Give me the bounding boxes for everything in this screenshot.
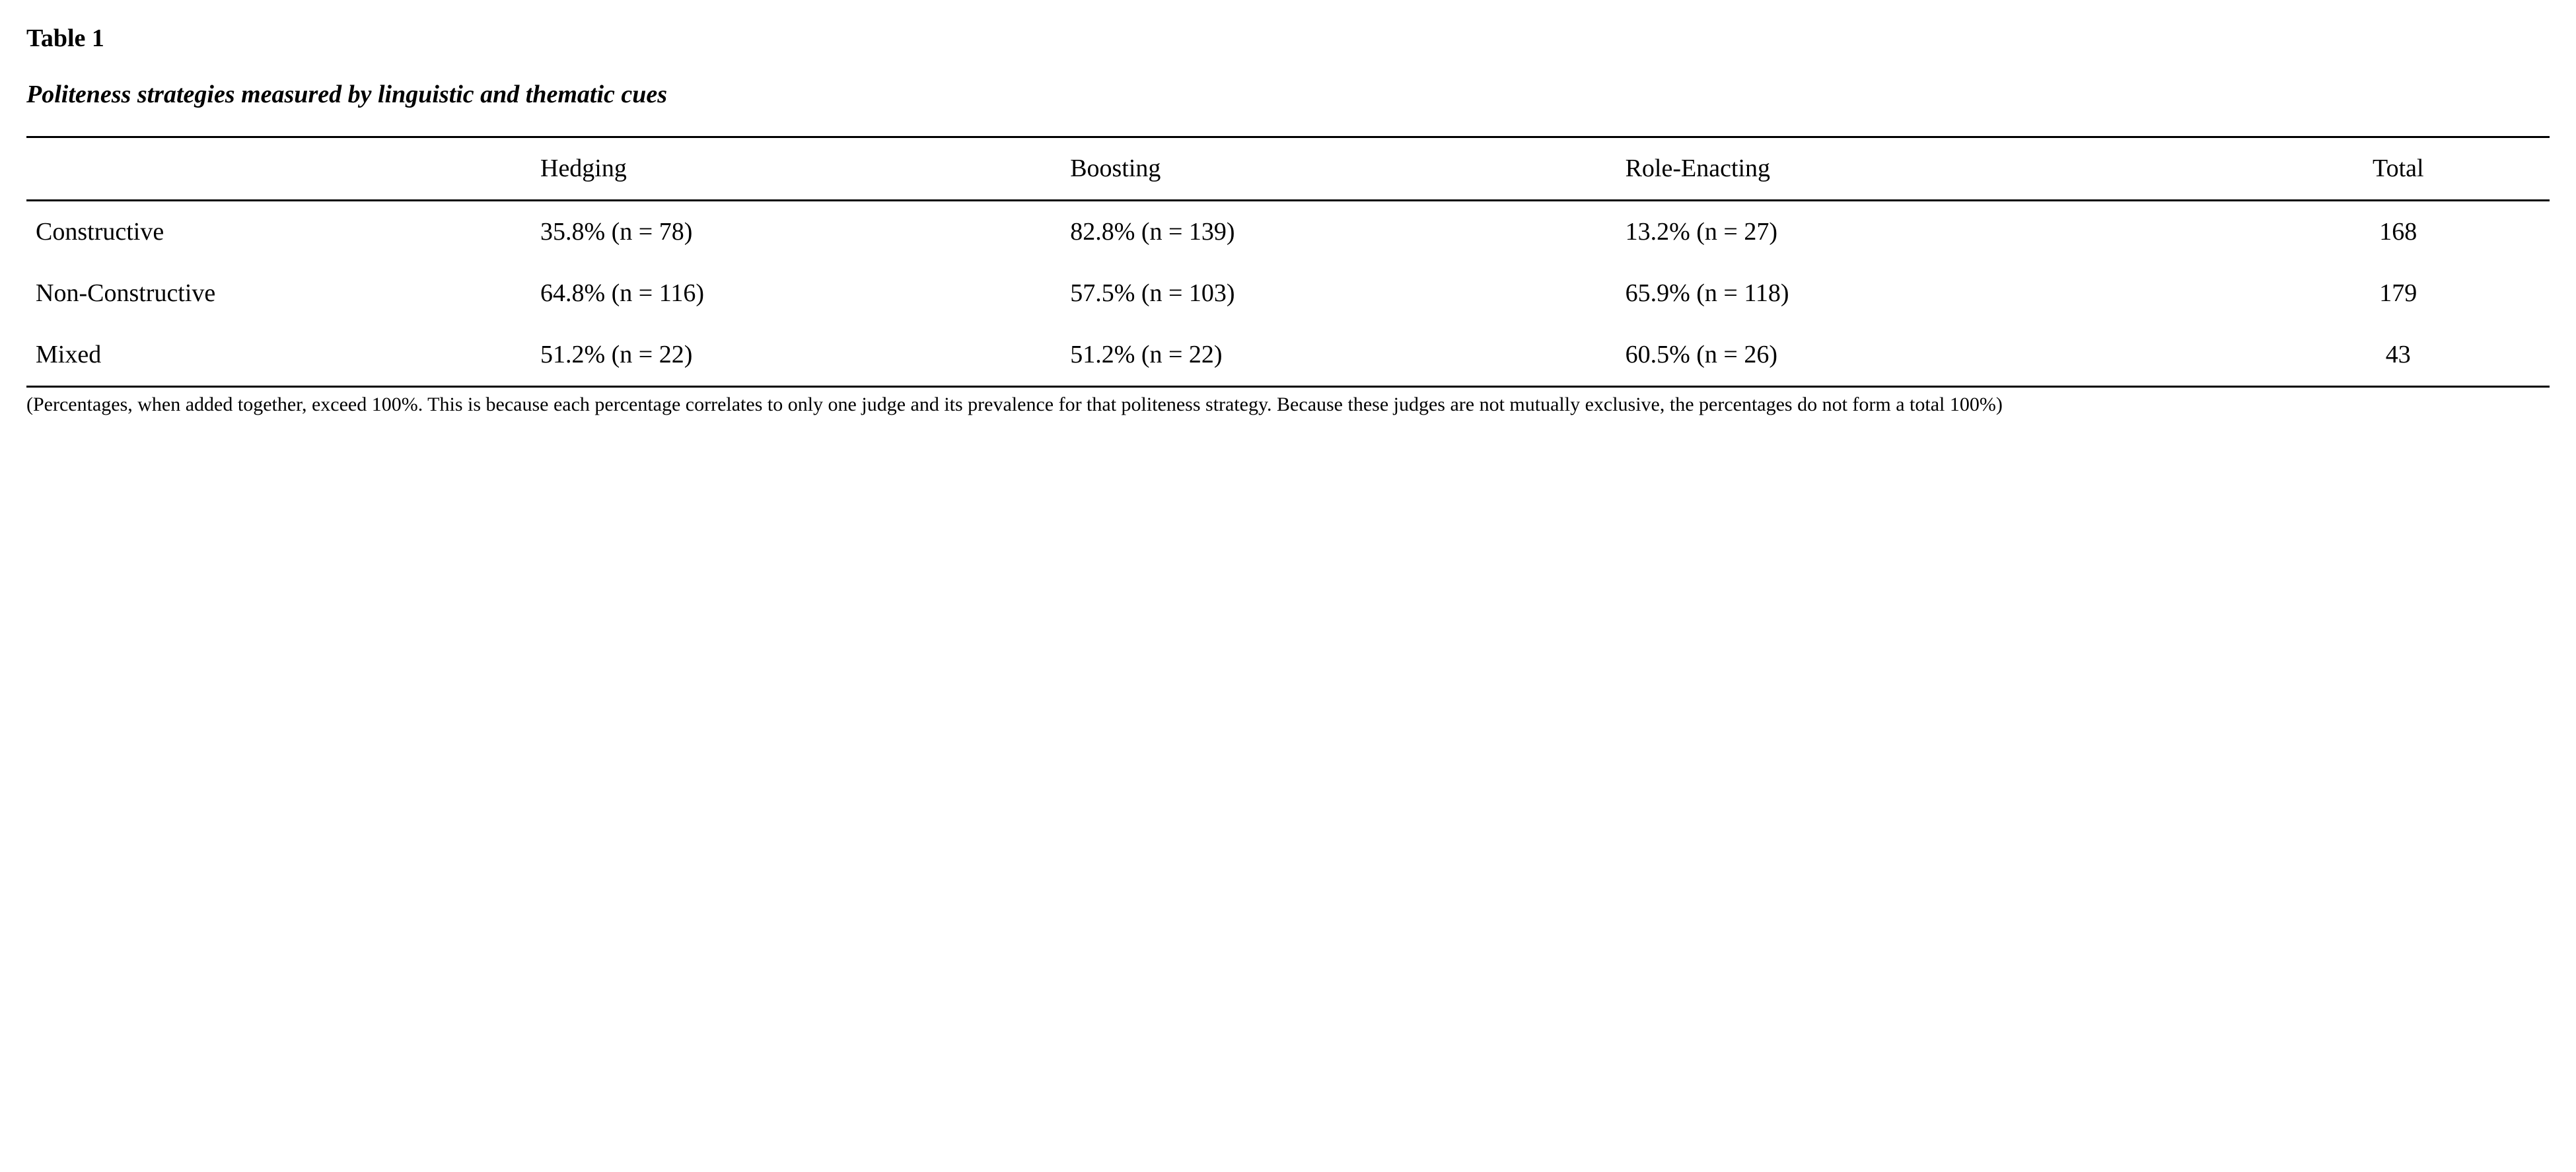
col-role-enacting: Role-Enacting [1616,137,2247,201]
row-label: Constructive [26,201,531,263]
cell: 35.8% (n = 78) [531,201,1061,263]
table-row: Non-Constructive 64.8% (n = 116) 57.5% (… [26,263,2550,324]
col-total: Total [2247,137,2550,201]
cell: 13.2% (n = 27) [1616,201,2247,263]
col-hedging: Hedging [531,137,1061,201]
cell: 51.2% (n = 22) [531,324,1061,387]
table-header-row: Hedging Boosting Role-Enacting Total [26,137,2550,201]
cell-total: 168 [2247,201,2550,263]
col-stub [26,137,531,201]
cell: 82.8% (n = 139) [1061,201,1616,263]
cell: 65.9% (n = 118) [1616,263,2247,324]
row-label: Non-Constructive [26,263,531,324]
cell: 51.2% (n = 22) [1061,324,1616,387]
col-boosting: Boosting [1061,137,1616,201]
table-number: Table 1 [26,20,2550,57]
table-figure: Table 1 Politeness strategies measured b… [0,0,2576,432]
table-footnote: (Percentages, when added together, excee… [26,392,2550,419]
cell: 57.5% (n = 103) [1061,263,1616,324]
cell-total: 43 [2247,324,2550,387]
cell: 64.8% (n = 116) [531,263,1061,324]
table-row: Constructive 35.8% (n = 78) 82.8% (n = 1… [26,201,2550,263]
row-label: Mixed [26,324,531,387]
table-row: Mixed 51.2% (n = 22) 51.2% (n = 22) 60.5… [26,324,2550,387]
table-caption: Politeness strategies measured by lingui… [26,76,2550,114]
cell: 60.5% (n = 26) [1616,324,2247,387]
politeness-table: Hedging Boosting Role-Enacting Total Con… [26,136,2550,388]
cell-total: 179 [2247,263,2550,324]
